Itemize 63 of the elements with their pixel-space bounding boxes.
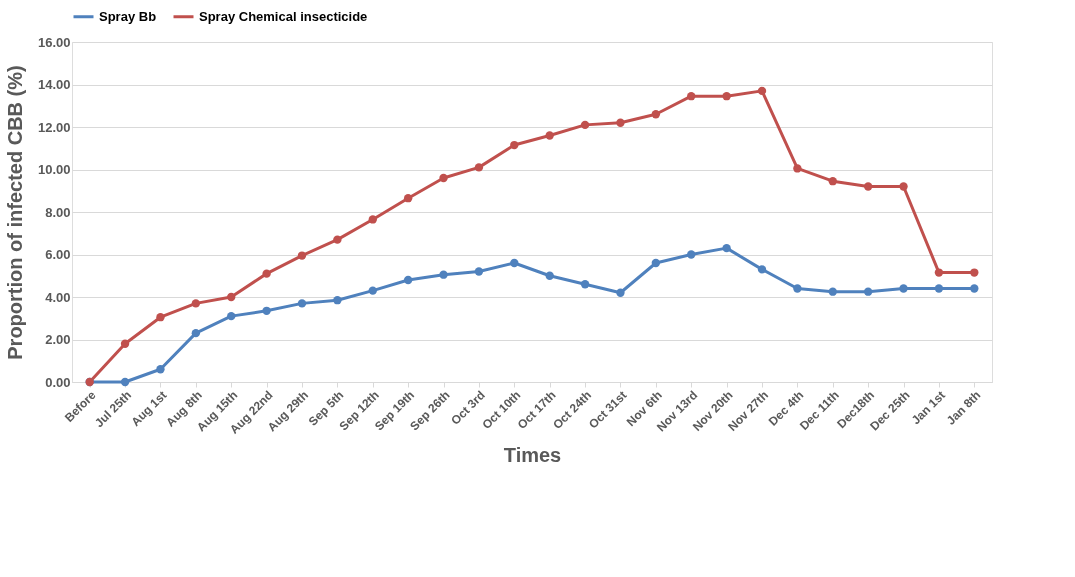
- point: [616, 118, 625, 127]
- y-tick-label: 16.00: [37, 34, 71, 50]
- x-axis-title: Times: [503, 443, 562, 466]
- point: [651, 110, 661, 119]
- point: [793, 164, 802, 173]
- point: [227, 311, 236, 321]
- point: [120, 377, 130, 387]
- point: [227, 292, 236, 302]
- point: [474, 267, 484, 276]
- point: [510, 258, 519, 268]
- point: [934, 268, 944, 277]
- point: [191, 299, 201, 308]
- point: [863, 287, 873, 296]
- point: [899, 182, 908, 191]
- point: [333, 296, 342, 305]
- point: [970, 284, 979, 293]
- point: [156, 365, 165, 374]
- point: [722, 243, 731, 253]
- point: [687, 250, 696, 259]
- point: [262, 269, 271, 278]
- point: [510, 140, 519, 150]
- point: [580, 280, 590, 289]
- point: [687, 92, 696, 101]
- point: [757, 86, 767, 96]
- point: [333, 235, 342, 244]
- point: [863, 182, 873, 191]
- y-tick-label: 6.00: [45, 247, 71, 262]
- point: [368, 215, 377, 224]
- point: [120, 339, 130, 348]
- point: [580, 120, 590, 130]
- point: [899, 284, 908, 293]
- point: [545, 131, 554, 140]
- point: [545, 271, 554, 280]
- point: [403, 194, 413, 203]
- point: [191, 328, 201, 338]
- y-tick-label: 2.00: [45, 332, 71, 347]
- point: [757, 265, 767, 274]
- y-tick-label: 12.00: [37, 119, 71, 135]
- point: [297, 299, 307, 308]
- y-tick-label: 14.00: [37, 77, 71, 92]
- point: [297, 251, 307, 260]
- point: [439, 173, 448, 183]
- y-tick-label: 10.00: [37, 162, 71, 177]
- point: [262, 306, 271, 315]
- point: [970, 268, 979, 277]
- point: [474, 163, 484, 172]
- point: [793, 284, 802, 293]
- y-axis-title: Proportion of infected CBB (%): [3, 65, 26, 360]
- point: [616, 288, 625, 297]
- point: [722, 92, 731, 101]
- y-tick-label: 0.00: [45, 374, 71, 390]
- y-tick-label: 4.00: [45, 289, 71, 305]
- legend-label: Spray Bb: [99, 8, 157, 24]
- point: [934, 284, 944, 293]
- point: [828, 287, 837, 296]
- point: [651, 258, 661, 268]
- point: [439, 270, 448, 279]
- point: [828, 177, 837, 186]
- point: [403, 275, 413, 285]
- point: [368, 286, 377, 295]
- point: [156, 313, 165, 322]
- legend-label: Spray Chemical insecticide: [199, 8, 368, 24]
- y-tick-label: 8.00: [45, 204, 71, 220]
